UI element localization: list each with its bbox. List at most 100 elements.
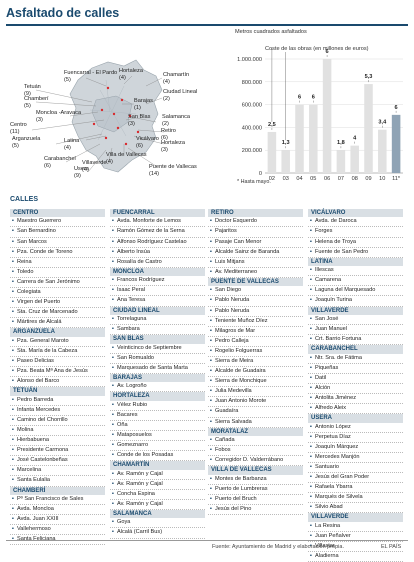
street-item: Francos Rodríguez <box>110 276 205 287</box>
page-title: Asfaltado de calles <box>6 6 120 20</box>
street-item: San Diego <box>208 286 303 297</box>
street-item: Santa Feliciana <box>10 535 105 546</box>
street-item: Antolita Jiménez <box>308 394 403 405</box>
district-label: Salamanca (2) <box>162 114 190 127</box>
district-heading: VILLA DE VALLECAS <box>208 466 303 475</box>
street-item: Gomeznarro <box>110 441 205 452</box>
district-heading: VICÁLVARO <box>308 209 403 218</box>
bar <box>364 84 373 173</box>
street-item: Illescas <box>308 266 403 277</box>
x-tick-label: 10 <box>379 176 385 182</box>
street-item: Conde de los Posadas <box>110 451 205 462</box>
district-heading: LATINA <box>308 257 403 267</box>
street-item: Aladierna <box>308 552 403 562</box>
district-label: Retiro (6) <box>161 128 176 141</box>
street-item: Fuente de San Pedro <box>308 248 403 258</box>
value-label: 6 <box>298 95 301 101</box>
district-heading: MORATALAZ <box>208 427 303 437</box>
district-heading: BARAJAS <box>110 373 205 383</box>
street-item: Ntr. Sra. de Fátima <box>308 354 403 364</box>
street-item: Alfonso Rodríguez Castelao <box>110 238 205 248</box>
district-name: Salamanca <box>162 114 190 120</box>
district-label: Villa de Vallecas (4) <box>106 152 147 165</box>
street-item: Torrelaguna <box>110 315 205 326</box>
street-item: Rafaela Ybarra <box>308 483 403 494</box>
street-item: Antonio López <box>308 423 403 433</box>
street-item: San Bernardino <box>10 227 105 238</box>
street-item: Alcalde Sainz de Baranda <box>208 248 303 258</box>
street-item: Piqueñas <box>308 364 403 374</box>
x-tick-label: 11* <box>392 176 401 182</box>
street-item: Juan Antonio Morote <box>208 397 303 408</box>
y-tick-label: 200.000 <box>242 148 262 154</box>
bar <box>391 114 401 173</box>
street-item: Sta. María de la Cabeza <box>10 347 105 357</box>
street-item: Av. Logroño <box>110 382 205 393</box>
street-item: Marcelina <box>10 466 105 477</box>
bar <box>309 104 318 173</box>
district-name: San Blas <box>128 114 151 120</box>
header: Asfaltado de calles <box>6 4 408 26</box>
district-count: (2) <box>162 120 169 127</box>
x-tick-labels: 02 03 04 05 06 07 08 09 10 11* <box>269 176 401 182</box>
street-item: Oña <box>110 421 205 431</box>
district-count: (11) <box>10 128 20 135</box>
district-label: Hortaleza (3) <box>161 140 185 153</box>
street-item: Marquesado de Santa Marta <box>110 364 205 374</box>
district-name: Hortaleza <box>161 140 185 146</box>
district-name: Chamartín <box>163 72 190 78</box>
source-note: Fuente: Ayuntamiento de Madrid y elabora… <box>212 544 344 550</box>
district-heading: PUENTE DE VALLECAS <box>208 277 303 287</box>
street-item: José Castelonbeñas <box>10 456 105 467</box>
district-label: Tetuán (9) <box>24 84 41 97</box>
district-heading: FUENCARRAL <box>110 209 205 218</box>
street-item: Crt. Barrio Fortuna <box>308 335 403 346</box>
street-item: Santa Eulalia <box>10 476 105 487</box>
x-tick-label: 05 <box>310 176 316 182</box>
district-count: (4) <box>82 166 89 173</box>
district-heading: MONCLOA <box>110 267 205 277</box>
street-item: Paseo Delicias <box>10 357 105 368</box>
street-item: Camarena <box>308 276 403 287</box>
bar <box>350 145 359 173</box>
street-item: Av. Ramón y Cajal <box>110 500 205 510</box>
street-item: Rosalía de Castro <box>110 258 205 268</box>
district-heading: CARABANCHEL <box>308 345 403 354</box>
district-name: Arganzuela <box>12 136 41 142</box>
street-item: La Resina <box>308 522 403 532</box>
bar <box>378 129 387 173</box>
district-heading: VILLAVERDE <box>308 306 403 315</box>
district-count: (5) <box>12 142 19 149</box>
district-heading: ARGANZUELA <box>10 328 105 337</box>
value-label: 5,3 <box>365 74 373 80</box>
x-tick-label: 09 <box>365 176 371 182</box>
district-label: Villaverde (4) <box>82 160 106 173</box>
street-item: Milagros de Mar <box>208 327 303 337</box>
district-heading: SAN BLAS <box>110 335 205 344</box>
value-label: 6 <box>395 105 398 111</box>
district-count: (4) <box>163 78 170 85</box>
publisher-logo: EL PAÍS <box>381 544 402 550</box>
street-item: Sta. Cruz de Marcenado <box>10 308 105 319</box>
street-item: Maestro Guerrero <box>10 217 105 228</box>
street-item: Rogelio Folguerras <box>208 347 303 357</box>
street-item: Forges <box>308 227 403 238</box>
street-item: Juan Manuel <box>308 325 403 336</box>
street-item: Infanta Mercedes <box>10 406 105 416</box>
street-item: Pedro Calleja <box>208 337 303 347</box>
street-item: Avda. Monforte de Lemos <box>110 217 205 228</box>
street-item: Reina <box>10 258 105 268</box>
value-label: 6 <box>312 95 315 101</box>
district-name: Villaverde <box>82 160 107 166</box>
district-count: (5) <box>64 76 71 83</box>
street-item: Marqués de Silvela <box>308 493 403 504</box>
street-item: Concha Espina <box>110 490 205 500</box>
street-item: Av. Ramón y Cajal <box>110 470 205 480</box>
street-item: San Marcos <box>10 238 105 248</box>
street-item: Pza. Conde de Toreno <box>10 248 105 258</box>
district-heading: HORTALEZA <box>110 392 205 401</box>
district-label: Hortaleza (4) <box>119 68 143 81</box>
district-name: Ciudad Lineal <box>163 89 198 95</box>
street-item: Goya <box>110 518 205 529</box>
street-item: Carrera de San Jerónimo <box>10 278 105 289</box>
